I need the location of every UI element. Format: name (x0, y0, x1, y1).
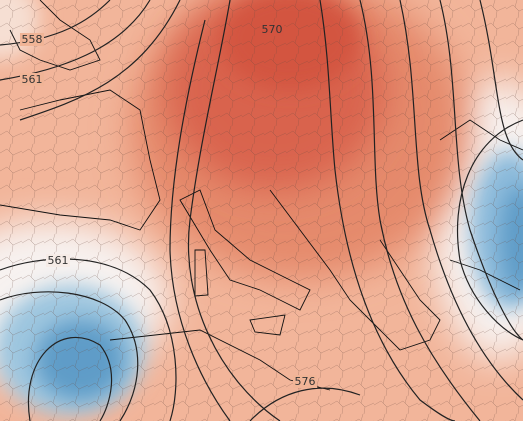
label-bg (293, 375, 317, 388)
contour-label: 561 (48, 254, 69, 267)
contour-labels: 558 570 561 561 576 (20, 23, 317, 388)
label-bg (20, 33, 44, 46)
label-bg (20, 73, 44, 86)
label-bg (260, 23, 284, 36)
contour-label: 561 (22, 73, 43, 86)
contour-label: 570 (262, 23, 283, 36)
label-bg (46, 254, 70, 267)
contour-label: 576 (295, 375, 316, 388)
contour-label: 558 (22, 33, 43, 46)
